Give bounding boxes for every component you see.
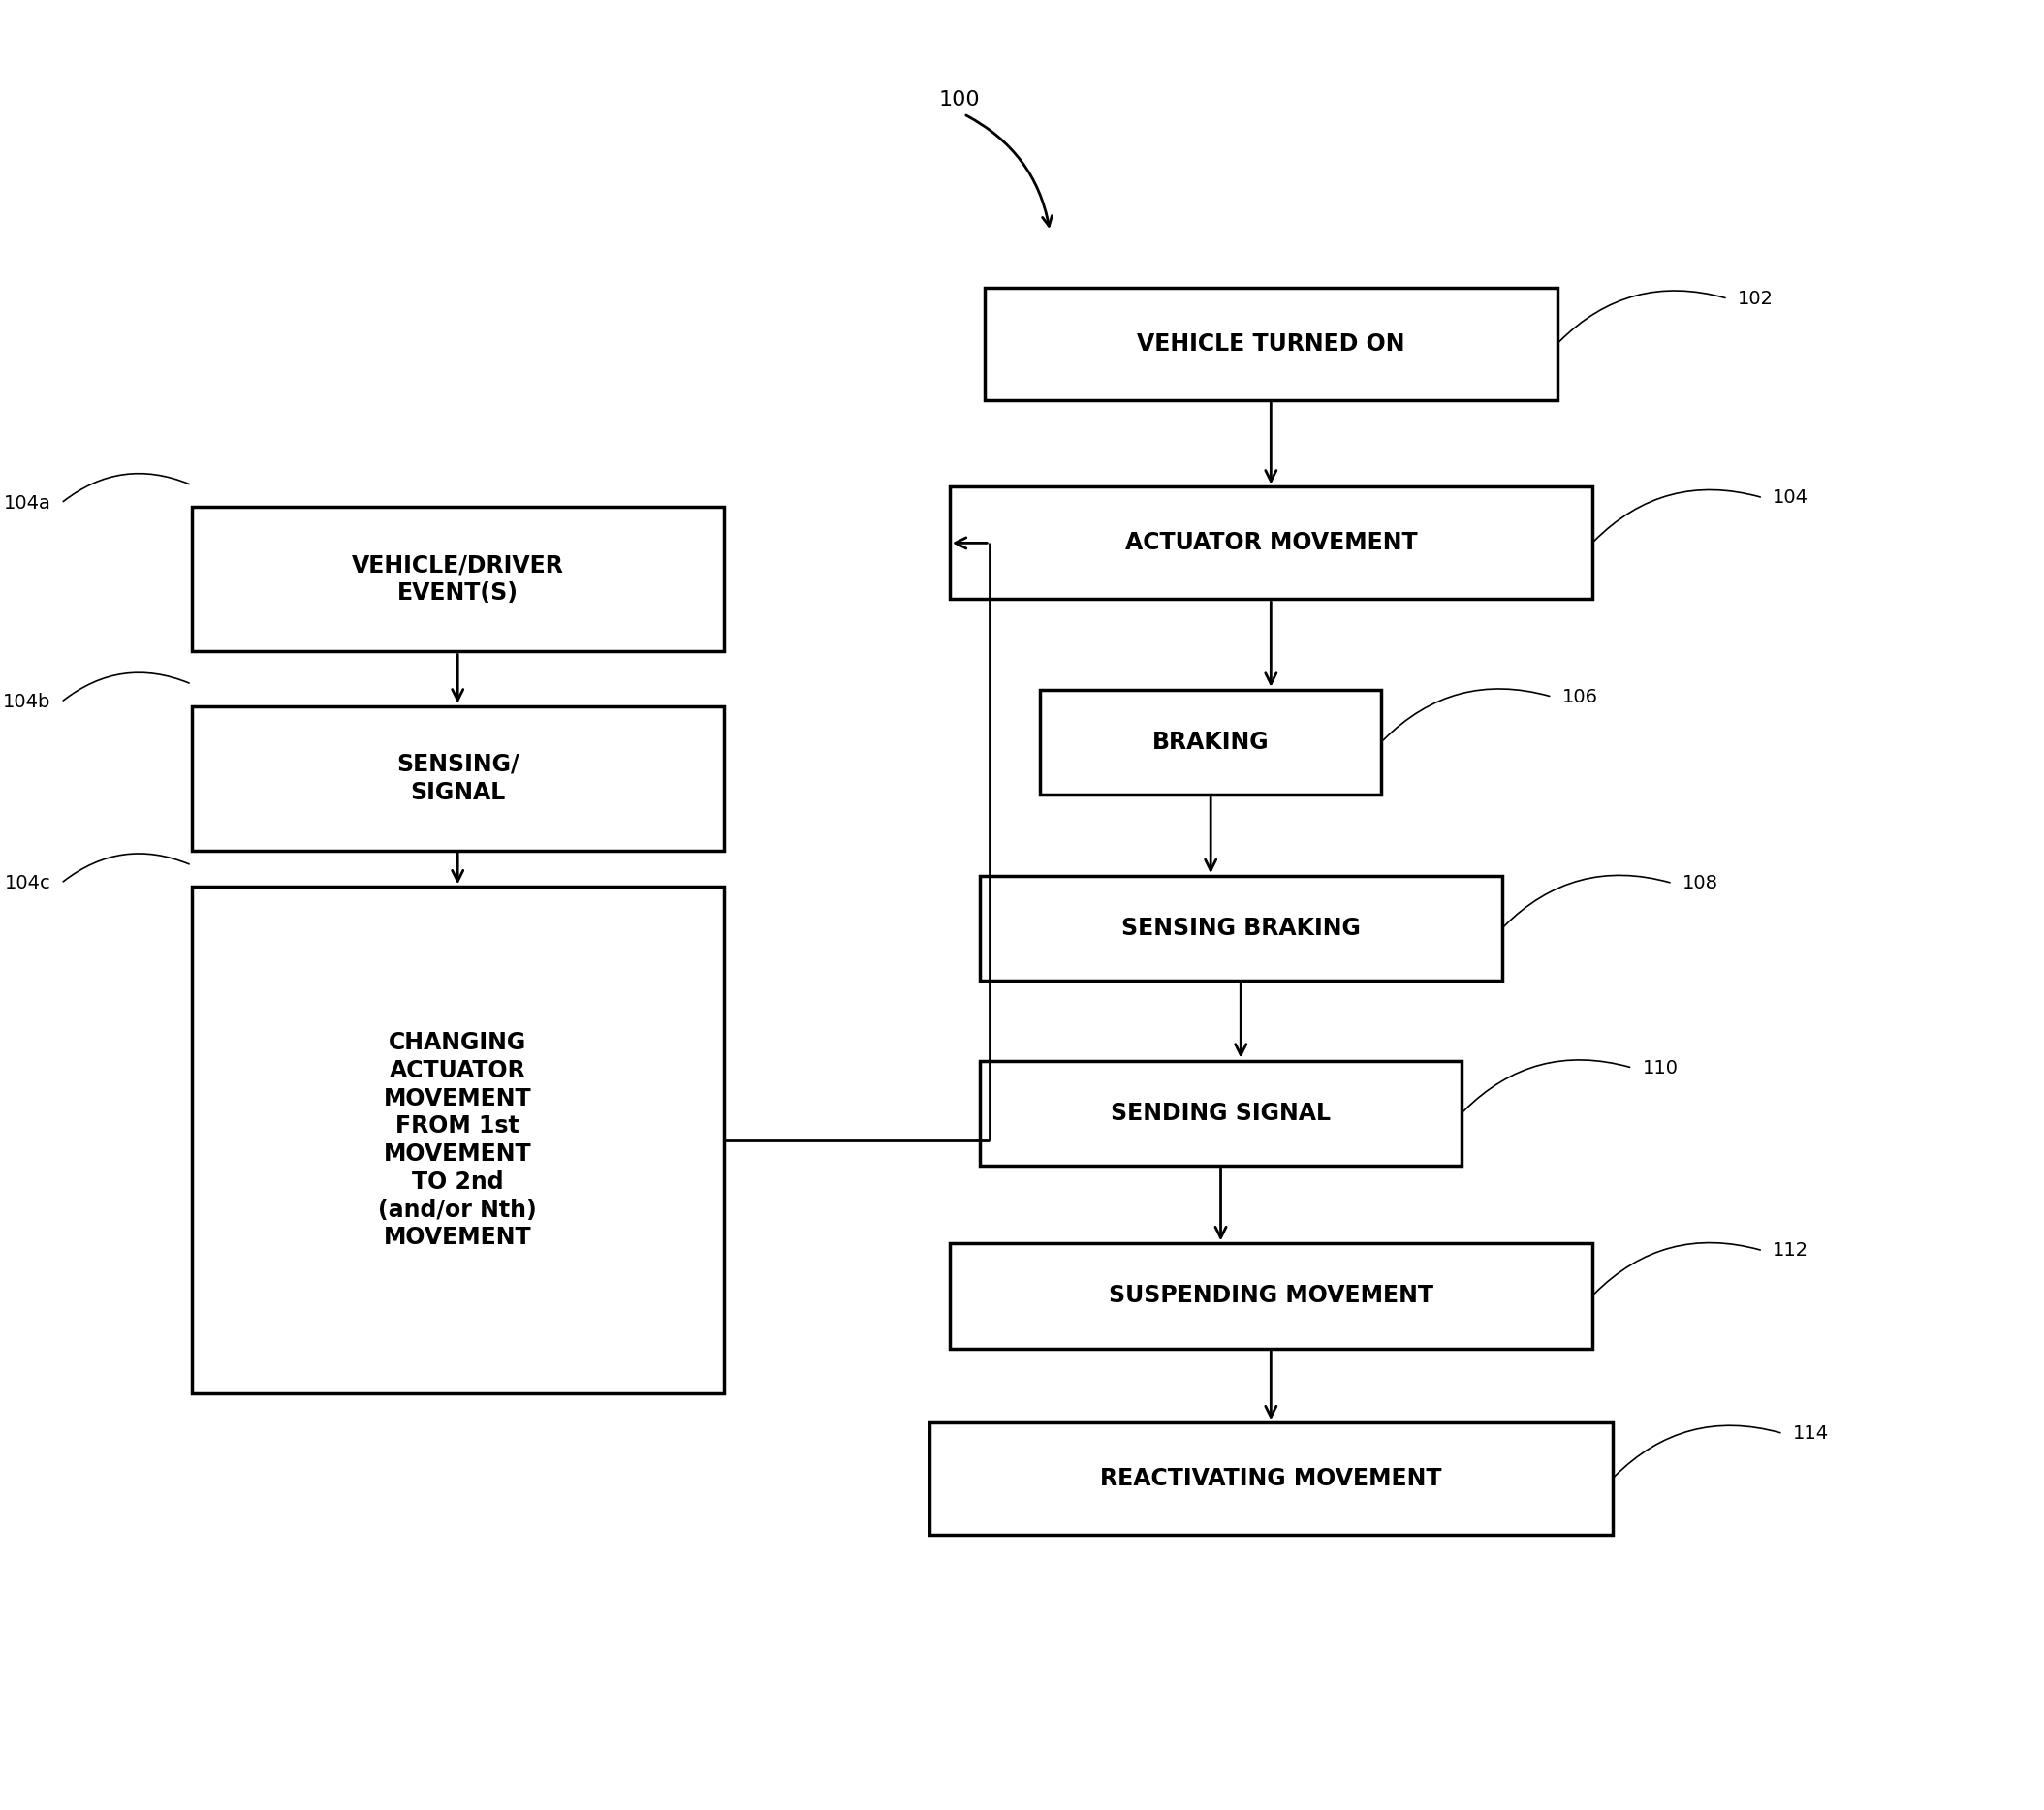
FancyBboxPatch shape [950, 487, 1592, 599]
Text: VEHICLE/DRIVER
EVENT(S): VEHICLE/DRIVER EVENT(S) [352, 554, 564, 605]
Text: REACTIVATING MOVEMENT: REACTIVATING MOVEMENT [1100, 1468, 1441, 1490]
FancyBboxPatch shape [192, 706, 724, 851]
Text: 104c: 104c [4, 874, 51, 892]
FancyBboxPatch shape [192, 887, 724, 1394]
FancyBboxPatch shape [985, 288, 1558, 400]
Text: VEHICLE TURNED ON: VEHICLE TURNED ON [1136, 333, 1404, 355]
FancyBboxPatch shape [979, 1061, 1461, 1166]
Text: CHANGING
ACTUATOR
MOVEMENT
FROM 1st
MOVEMENT
TO 2nd
(and/or Nth)
MOVEMENT: CHANGING ACTUATOR MOVEMENT FROM 1st MOVE… [378, 1032, 538, 1249]
Text: SENSING/
SIGNAL: SENSING/ SIGNAL [397, 753, 519, 804]
FancyBboxPatch shape [930, 1423, 1613, 1535]
Text: ACTUATOR MOVEMENT: ACTUATOR MOVEMENT [1124, 532, 1416, 554]
FancyBboxPatch shape [979, 876, 1502, 981]
Text: 112: 112 [1772, 1242, 1809, 1260]
Text: 114: 114 [1793, 1424, 1829, 1443]
Text: SUSPENDING MOVEMENT: SUSPENDING MOVEMENT [1108, 1285, 1433, 1307]
Text: SENDING SIGNAL: SENDING SIGNAL [1110, 1102, 1331, 1124]
Text: 104b: 104b [4, 693, 51, 711]
Text: 102: 102 [1737, 290, 1774, 308]
Text: 104: 104 [1772, 489, 1809, 507]
FancyBboxPatch shape [950, 1243, 1592, 1348]
Text: BRAKING: BRAKING [1153, 731, 1269, 753]
Text: 108: 108 [1682, 874, 1719, 892]
Text: 110: 110 [1643, 1059, 1678, 1077]
FancyBboxPatch shape [1040, 690, 1382, 795]
FancyBboxPatch shape [192, 507, 724, 652]
Text: SENSING BRAKING: SENSING BRAKING [1122, 918, 1361, 939]
Text: 106: 106 [1562, 688, 1598, 706]
Text: 100: 100 [938, 90, 981, 109]
Text: 104a: 104a [4, 494, 51, 512]
